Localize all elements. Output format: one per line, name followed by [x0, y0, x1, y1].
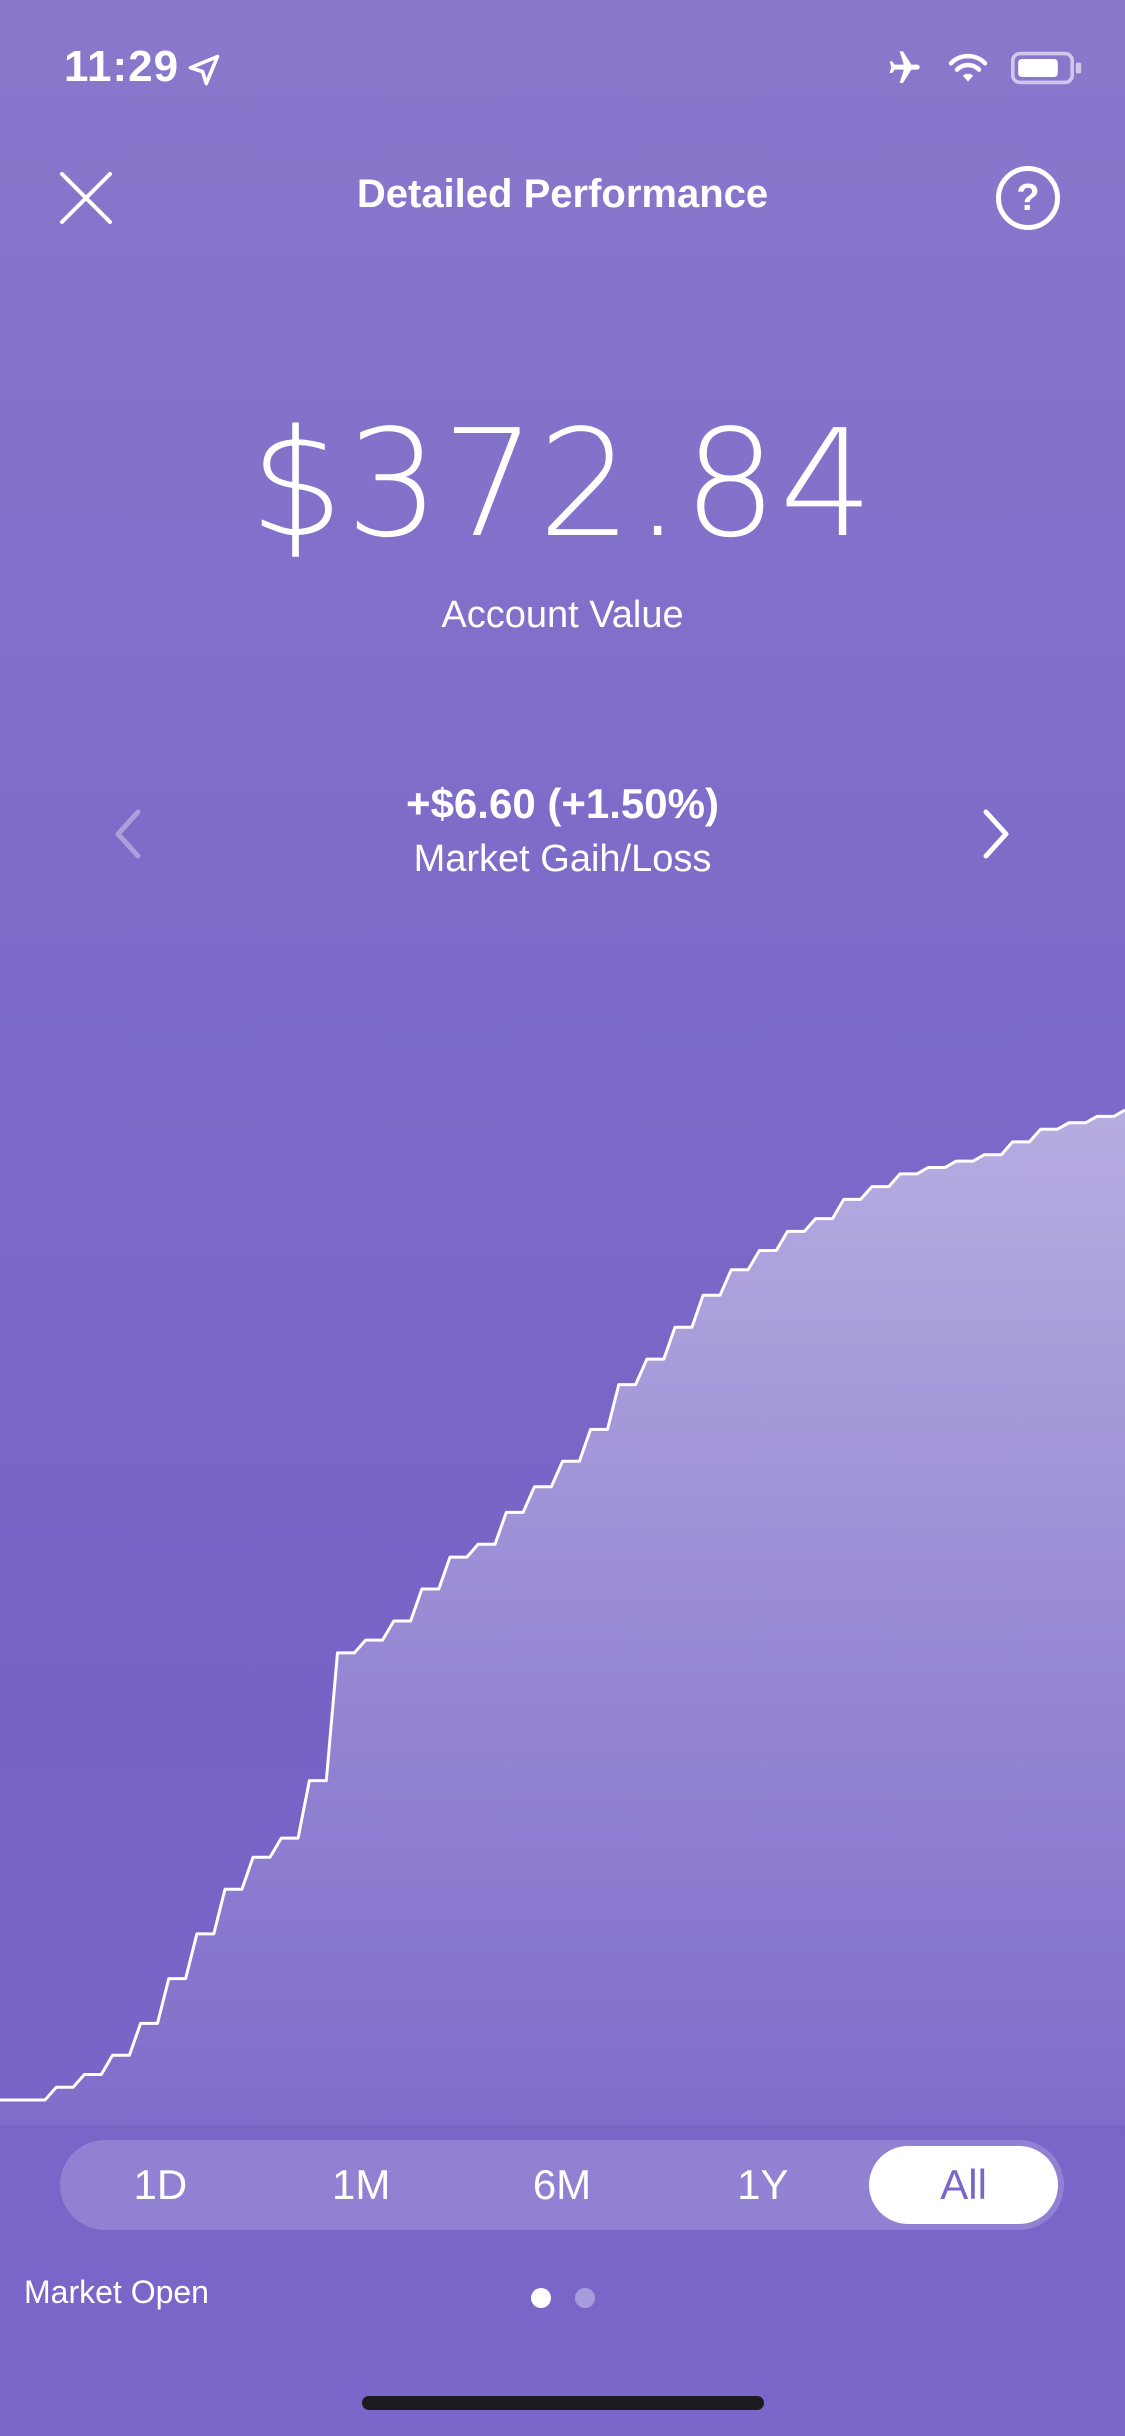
location-arrow-icon — [188, 54, 220, 86]
range-selector: 1D 1M 6M 1Y All — [60, 2140, 1064, 2230]
status-icons — [881, 46, 1083, 90]
page-dot[interactable] — [530, 2288, 551, 2308]
airplane-icon — [889, 51, 920, 83]
account-value: $372.84 — [249, 398, 876, 570]
help-icon: ? — [1016, 176, 1040, 219]
chevron-right-icon[interactable] — [976, 806, 1016, 862]
range-option-1y[interactable]: 1Y — [737, 2161, 789, 2208]
home-indicator[interactable] — [362, 2396, 764, 2410]
close-icon[interactable] — [58, 170, 114, 226]
range-option-all[interactable]: All — [869, 2146, 1058, 2224]
page-title: Detailed Performance — [356, 172, 769, 216]
range-option-1m[interactable]: 1M — [332, 2161, 391, 2208]
account-value-label: Account Value — [441, 594, 684, 636]
battery-icon — [1011, 51, 1082, 85]
market-gain-value: +$6.60 (+1.50%) — [406, 780, 719, 827]
range-option-1d[interactable]: 1D — [133, 2161, 188, 2208]
chart-area — [0, 1110, 1125, 2125]
page-indicator — [0, 2288, 1125, 2308]
market-gain-label: Market Gaih/Loss — [413, 838, 712, 880]
wifi-icon — [948, 53, 988, 82]
performance-chart — [0, 1108, 1125, 2125]
page-dot[interactable] — [574, 2288, 595, 2308]
status-time: 11:29 — [64, 42, 180, 91]
help-button[interactable]: ? — [996, 166, 1060, 230]
range-option-6m[interactable]: 6M — [532, 2161, 592, 2208]
market-status: Market Open — [24, 2274, 209, 2310]
chevron-left-icon[interactable] — [108, 806, 148, 862]
chart-line — [0, 1108, 1125, 2102]
